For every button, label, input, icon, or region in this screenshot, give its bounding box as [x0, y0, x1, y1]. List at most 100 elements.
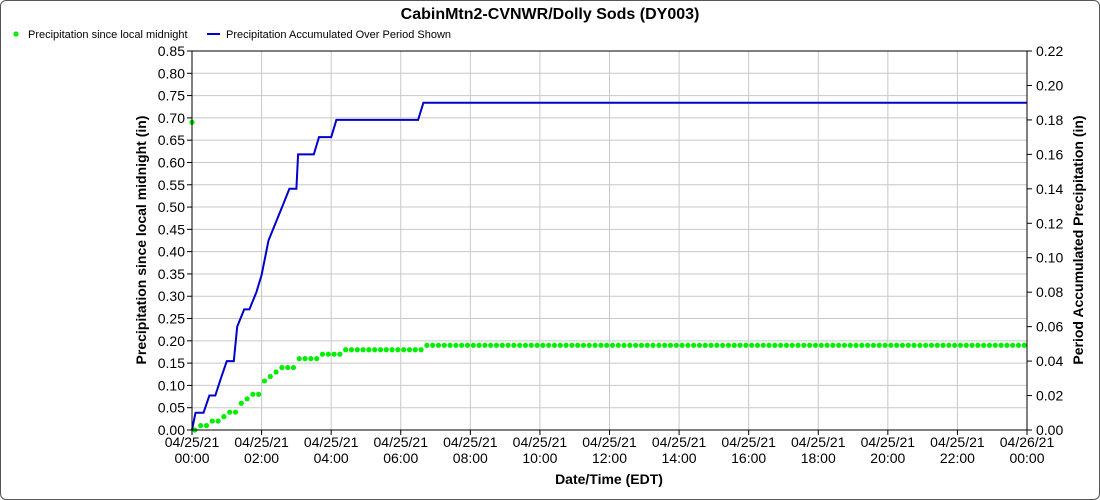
y-left-tick-label: 0.70 [158, 110, 185, 126]
data-point-midnight [708, 342, 714, 348]
data-point-midnight [760, 342, 766, 348]
x-axis-title: Date/Time (EDT) [555, 471, 663, 487]
data-point-midnight [940, 342, 946, 348]
y-right-tick-label: 0.04 [1036, 353, 1063, 369]
y-axis-left-title: Precipitation since local midnight (in) [133, 116, 149, 365]
data-point-midnight [824, 342, 830, 348]
y-right-tick-label: 0.20 [1036, 77, 1063, 93]
data-point-midnight [934, 342, 940, 348]
data-point-midnight [714, 342, 720, 348]
data-point-midnight [308, 356, 314, 362]
y-left-tick-label: 0.20 [158, 333, 185, 349]
data-point-midnight [296, 356, 302, 362]
y-left-tick-label: 0.35 [158, 266, 185, 282]
y-right-tick-label: 0.14 [1036, 181, 1063, 197]
y-left-tick-label: 0.60 [158, 154, 185, 170]
data-point-midnight [493, 342, 500, 348]
y-left-tick-label: 0.65 [158, 132, 185, 148]
data-point-midnight [360, 347, 366, 353]
data-point-midnight [534, 342, 540, 348]
data-point-midnight [389, 347, 395, 353]
data-point-midnight [575, 342, 581, 348]
x-tick-label-date: 04/25/21 [165, 434, 220, 450]
data-point-midnight [557, 342, 563, 348]
data-point-midnight [354, 347, 360, 353]
plot-series [189, 101, 1027, 433]
legend-label-accumulated: Precipitation Accumulated Over Period Sh… [226, 29, 451, 41]
data-point-midnight [453, 342, 459, 348]
data-point-midnight [505, 342, 511, 348]
data-point-midnight [882, 342, 888, 348]
data-point-midnight [401, 347, 407, 353]
chart-title: CabinMtn2-CVNWR/Dolly Sods (DY003) [401, 6, 700, 23]
x-tick-label-time: 12:00 [592, 450, 627, 466]
x-tick-label-time: 00:00 [174, 450, 209, 466]
data-point-midnight [696, 342, 703, 348]
data-point-midnight [424, 342, 430, 348]
data-point-midnight [522, 342, 529, 348]
data-point-midnight [928, 342, 935, 348]
x-tick-label-date: 04/25/21 [374, 434, 429, 450]
data-point-midnight [447, 342, 453, 348]
data-point-midnight [598, 342, 604, 348]
y-left-tick-label: 0.10 [158, 377, 185, 393]
y-left-tick-label: 0.50 [158, 199, 185, 215]
data-point-midnight [667, 342, 674, 348]
x-tick-label-date: 04/25/21 [443, 434, 498, 450]
data-point-midnight [325, 351, 331, 357]
y-right-tick-label: 0.12 [1036, 215, 1063, 231]
data-point-midnight [372, 347, 378, 353]
x-tick-label-date: 04/25/21 [304, 434, 359, 450]
data-point-midnight [778, 342, 784, 348]
data-point-midnight [662, 342, 668, 348]
data-point-midnight [702, 342, 708, 348]
y-right-tick-label: 0.08 [1036, 284, 1063, 300]
series-line-accumulated [191, 101, 1027, 431]
x-tick-label-time: 06:00 [383, 450, 418, 466]
x-tick-label-time: 18:00 [801, 450, 836, 466]
data-point-midnight [256, 391, 262, 397]
data-point-midnight [366, 347, 372, 353]
data-point-midnight [644, 342, 650, 348]
legend: Precipitation since local midnight Preci… [13, 29, 451, 41]
data-point-midnight [720, 342, 726, 348]
data-point-midnight [865, 342, 871, 348]
data-point-midnight [290, 364, 297, 371]
data-point-midnight [238, 400, 244, 406]
data-point-midnight [992, 342, 998, 348]
y-right-tick-label: 0.02 [1036, 388, 1063, 404]
y-right-tick-label: 0.16 [1036, 146, 1063, 162]
y-right-tick-label: 0.10 [1036, 250, 1063, 266]
data-point-midnight [285, 364, 291, 371]
data-point-midnight [749, 342, 755, 348]
data-point-midnight [250, 391, 256, 397]
plot-border [191, 50, 1028, 431]
data-point-midnight [209, 418, 215, 424]
data-point-midnight [203, 422, 210, 429]
data-point-midnight [331, 351, 337, 357]
data-point-midnight [470, 342, 476, 348]
data-point-midnight [975, 342, 981, 348]
data-point-midnight [383, 347, 389, 353]
data-point-midnight [459, 342, 465, 348]
y-axis-right-title: Period Accumulated Precipitation (in) [1070, 115, 1086, 364]
data-point-midnight [818, 342, 824, 348]
x-tick-label-date: 04/25/21 [652, 434, 707, 450]
data-point-midnight [499, 342, 505, 348]
legend-marker-midnight [13, 31, 19, 37]
data-point-midnight [302, 356, 308, 362]
data-point-midnight [279, 364, 285, 371]
data-point-midnight [986, 342, 993, 348]
data-point-midnight [783, 342, 790, 348]
x-tick-label-time: 00:00 [1009, 450, 1044, 466]
data-point-midnight [633, 342, 639, 348]
y-left-tick-label: 0.00 [158, 422, 185, 438]
data-point-midnight [743, 342, 749, 348]
x-tick-label-time: 16:00 [731, 450, 766, 466]
y-left-tick-label: 0.05 [158, 400, 185, 416]
data-point-midnight [638, 342, 645, 348]
data-point-midnight [905, 342, 911, 348]
x-tick-label-date: 04/25/21 [791, 434, 846, 450]
data-point-midnight [737, 342, 743, 348]
data-point-midnight [772, 342, 778, 348]
